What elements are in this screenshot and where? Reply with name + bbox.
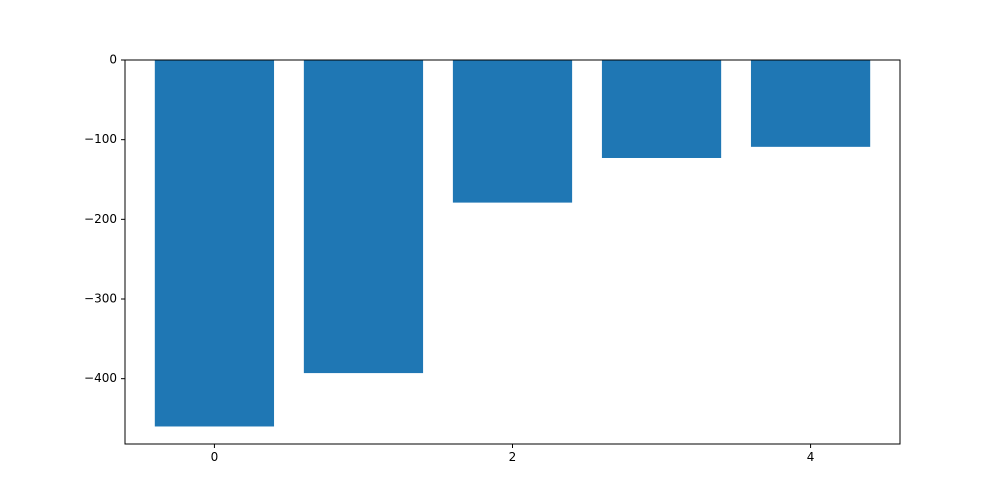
y-tick-label: 0 xyxy=(109,53,117,67)
bars xyxy=(154,60,871,427)
x-tick-label: 2 xyxy=(509,450,517,464)
x-tick-label: 4 xyxy=(807,450,815,464)
bar-4 xyxy=(750,60,871,147)
y-tick-label: −300 xyxy=(84,292,117,306)
x-tick-label: 0 xyxy=(211,450,219,464)
y-tick-label: −100 xyxy=(84,132,117,146)
bar-0 xyxy=(154,60,275,427)
plot-frame xyxy=(124,59,901,445)
bar-2 xyxy=(452,60,573,203)
bar-3 xyxy=(601,60,722,158)
bar-1 xyxy=(303,60,424,374)
y-tick-label: −200 xyxy=(84,212,117,226)
ticks: 0 −100 −200 −300 −400 0 2 4 xyxy=(84,53,814,464)
y-tick-label: −400 xyxy=(84,371,117,385)
